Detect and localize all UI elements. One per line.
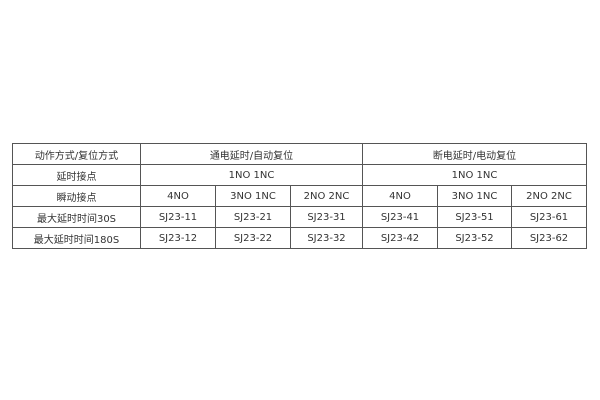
table-cell: SJ23-32 [290, 227, 363, 249]
table-cell: SJ23-12 [140, 227, 216, 249]
row-header: 最大延时时间30S [12, 206, 141, 228]
table-row: 动作方式/复位方式 通电延时/自动复位 断电延时/电动复位 [12, 143, 587, 165]
table-row: 最大延时时间30S SJ23-11 SJ23-21 SJ23-31 SJ23-4… [12, 206, 587, 228]
table-cell: 3NO 1NC [215, 185, 291, 207]
group-header: 通电延时/自动复位 [140, 143, 363, 165]
row-header: 动作方式/复位方式 [12, 143, 141, 165]
table-row: 延时接点 1NO 1NC 1NO 1NC [12, 164, 587, 186]
table-cell: 1NO 1NC [362, 164, 587, 186]
model-table: 动作方式/复位方式 通电延时/自动复位 断电延时/电动复位 延时接点 1NO 1… [12, 143, 587, 249]
table-cell: SJ23-52 [437, 227, 512, 249]
table-cell: SJ23-22 [215, 227, 291, 249]
table-cell: SJ23-21 [215, 206, 291, 228]
table-cell: SJ23-51 [437, 206, 512, 228]
table-cell: SJ23-42 [362, 227, 438, 249]
table-cell: 4NO [362, 185, 438, 207]
table-cell: SJ23-62 [511, 227, 587, 249]
row-header: 延时接点 [12, 164, 141, 186]
group-header: 断电延时/电动复位 [362, 143, 587, 165]
table-cell: 4NO [140, 185, 216, 207]
table-cell: 2NO 2NC [290, 185, 363, 207]
table-cell: SJ23-11 [140, 206, 216, 228]
table-cell: SJ23-41 [362, 206, 438, 228]
table-row: 瞬动接点 4NO 3NO 1NC 2NO 2NC 4NO 3NO 1NC 2NO… [12, 185, 587, 207]
table-cell: SJ23-61 [511, 206, 587, 228]
table-cell: 3NO 1NC [437, 185, 512, 207]
table-cell: 1NO 1NC [140, 164, 363, 186]
row-header: 最大延时时间180S [12, 227, 141, 249]
table-cell: 2NO 2NC [511, 185, 587, 207]
table-cell: SJ23-31 [290, 206, 363, 228]
row-header: 瞬动接点 [12, 185, 141, 207]
table-row: 最大延时时间180S SJ23-12 SJ23-22 SJ23-32 SJ23-… [12, 227, 587, 249]
